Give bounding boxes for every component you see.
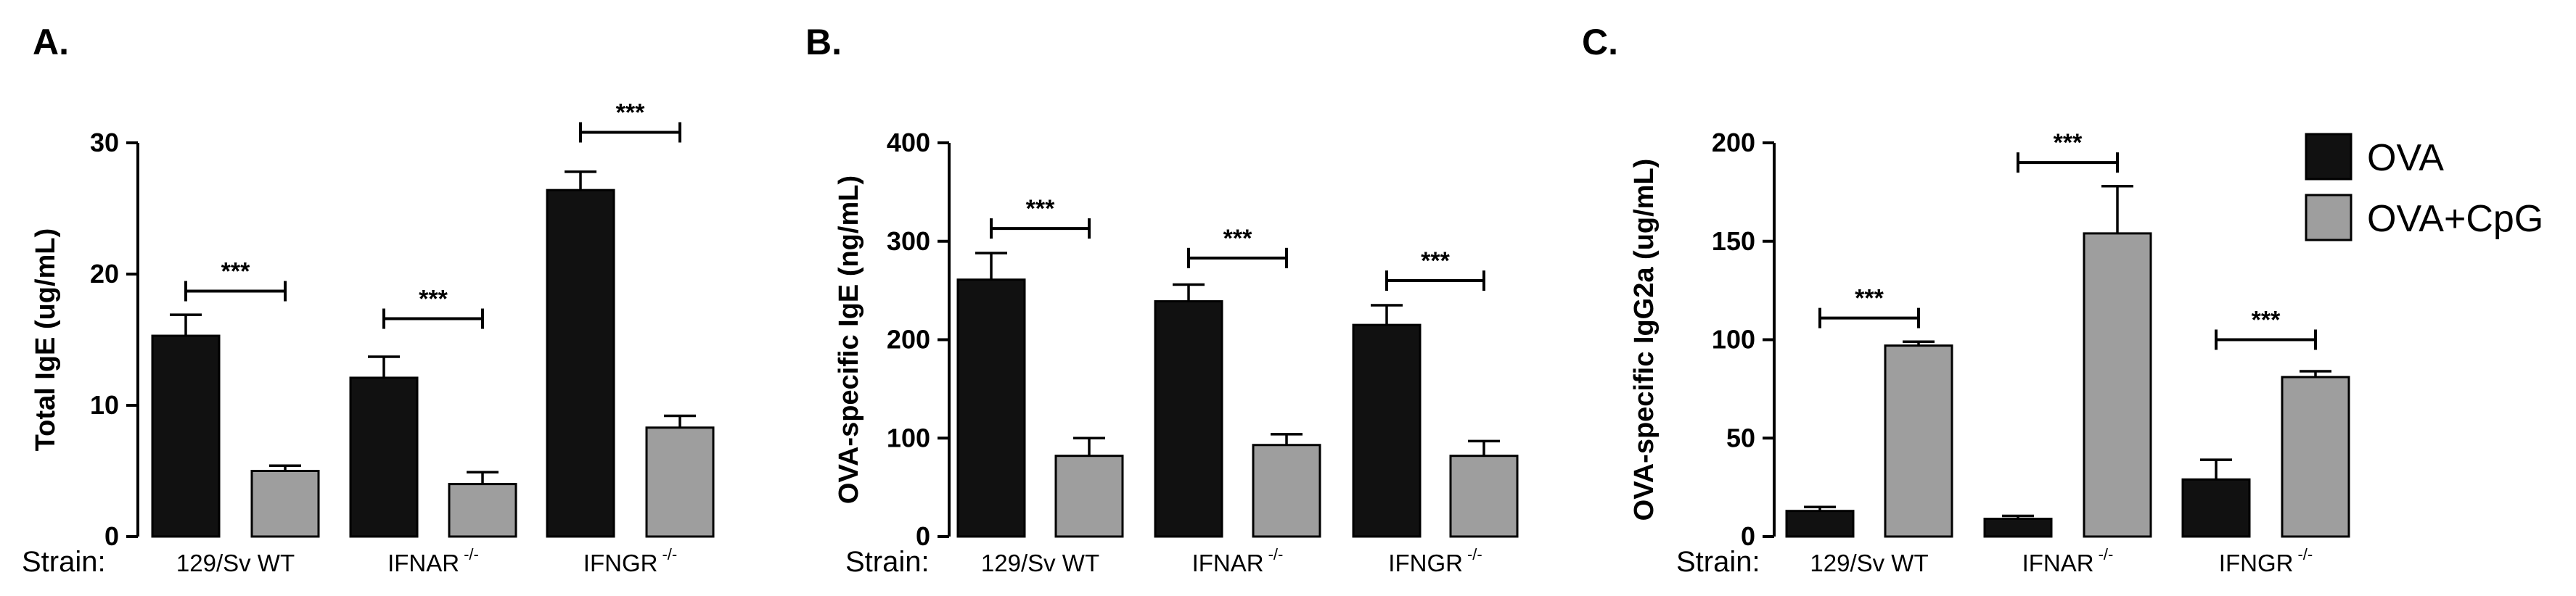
y-tick-label: 0 — [916, 521, 930, 551]
significance-label: *** — [2054, 129, 2083, 157]
panel-letter: A. — [33, 22, 69, 62]
bar-ova-cpg-1 — [250, 470, 320, 538]
panel-letter: C. — [1582, 22, 1618, 62]
bar-ova-3 — [2181, 478, 2251, 538]
panel-letter: B. — [805, 22, 842, 62]
category-label: 129/Sv WT — [176, 550, 295, 576]
bar-ova-2 — [1983, 518, 2053, 538]
y-tick-label: 200 — [1712, 128, 1755, 157]
significance-label: *** — [1026, 195, 1055, 223]
significance-label: *** — [1421, 247, 1450, 275]
bar-ova-cpg-2 — [2083, 232, 2152, 538]
strain-label: Strain: — [845, 546, 930, 578]
category-label: 129/Sv WT — [981, 550, 1099, 576]
bar-ova-3 — [546, 189, 615, 538]
significance-label: *** — [616, 99, 645, 127]
y-tick-label: 20 — [90, 259, 119, 289]
bar-ova-1 — [1785, 510, 1855, 538]
bar-ova-cpg-2 — [448, 483, 517, 538]
legend-label: OVA — [2367, 137, 2444, 179]
bar-ova-2 — [349, 376, 419, 538]
bar-ova-2 — [1154, 300, 1223, 538]
y-axis-label: Total IgE (ug/mL) — [30, 228, 61, 451]
panel-2: B. 0 100 200 300 400 OVA-specific IgE (ng/mL) *… — [805, 22, 1519, 578]
category-label: IFNAR -/- — [1192, 545, 1284, 576]
significance-label: *** — [2252, 307, 2281, 334]
category-label: IFNGR -/- — [583, 545, 677, 576]
y-tick-label: 50 — [1726, 423, 1755, 452]
y-tick-label: 400 — [887, 128, 930, 157]
y-tick-label: 10 — [90, 390, 119, 420]
significance-label: *** — [419, 286, 448, 313]
panel-3: C. 0 50 100 150 200 OVA-specific IgG2a (ug/mL)… — [1582, 22, 2543, 578]
panel-1: A. 0 10 20 30 Total IgE (ug/mL) *** *** *** Strai… — [22, 22, 715, 578]
legend: OVA OVA+CpG — [2305, 133, 2543, 241]
bar-ova-cpg-3 — [1449, 455, 1519, 538]
y-tick-label: 300 — [887, 226, 930, 256]
category-label: IFNAR -/- — [387, 545, 479, 576]
y-tick-label: 100 — [1712, 325, 1755, 355]
bar-ova-cpg-2 — [1252, 444, 1321, 538]
y-tick-label: 150 — [1712, 226, 1755, 256]
bar-ova-3 — [1352, 323, 1422, 538]
legend-swatch — [2305, 194, 2353, 241]
bar-ova-cpg-1 — [1054, 455, 1124, 538]
y-tick-label: 0 — [1741, 521, 1755, 551]
y-tick-label: 100 — [887, 423, 930, 452]
strain-label: Strain: — [22, 546, 106, 578]
category-label: IFNGR -/- — [1388, 545, 1482, 576]
category-label: IFNGR -/- — [2219, 545, 2313, 576]
y-axis-label: OVA-specific IgG2a (ug/mL) — [1629, 159, 1660, 521]
bar-ova-cpg-3 — [645, 426, 715, 538]
category-label: 129/Sv WT — [1810, 550, 1928, 576]
legend-swatch — [2305, 133, 2353, 181]
bar-ova-1 — [956, 278, 1026, 538]
bar-ova-1 — [151, 334, 221, 538]
y-tick-label: 200 — [887, 325, 930, 355]
y-tick-label: 30 — [90, 128, 119, 157]
y-axis-label: OVA-specific IgE (ng/mL) — [834, 175, 864, 504]
bar-ova-cpg-1 — [1884, 344, 1953, 538]
category-label: IFNAR -/- — [2022, 545, 2114, 576]
significance-label: *** — [221, 258, 250, 286]
strain-label: Strain: — [1676, 546, 1760, 578]
significance-label: *** — [1223, 225, 1252, 252]
bar-ova-cpg-3 — [2281, 376, 2350, 538]
y-tick-label: 0 — [104, 521, 119, 551]
significance-label: *** — [1855, 285, 1884, 313]
legend-label: OVA+CpG — [2367, 198, 2543, 240]
